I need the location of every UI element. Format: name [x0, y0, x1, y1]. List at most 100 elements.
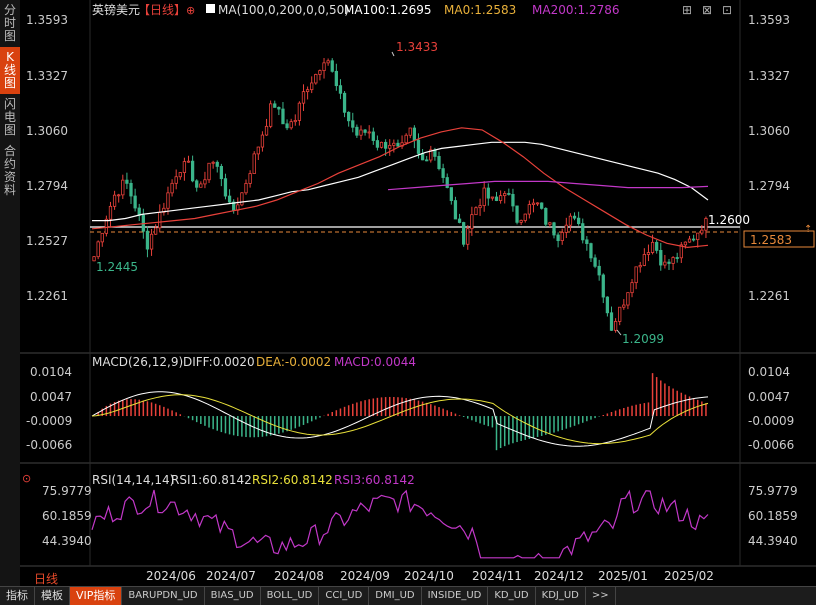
- candle: [363, 128, 367, 136]
- macd-tick: -0.0066: [748, 438, 794, 452]
- color-swatch-icon: [206, 4, 215, 13]
- candle: [667, 258, 671, 270]
- time-tick: 2024/12: [534, 569, 584, 583]
- candle: [215, 160, 219, 173]
- candle: [174, 169, 178, 190]
- price-tick: 1.3593: [26, 13, 68, 27]
- indicator-inside[interactable]: INSIDE_UD: [422, 587, 489, 605]
- price-tick: 1.3060: [26, 124, 68, 138]
- add-icon[interactable]: ⊕: [186, 4, 195, 17]
- rsi-title: RSI(14,14,14): [92, 473, 174, 487]
- candle: [182, 157, 187, 181]
- candlestick-series: [92, 58, 708, 333]
- rsi-tick: 75.9779: [748, 484, 798, 498]
- indicator-boll[interactable]: BOLL_UD: [261, 587, 320, 605]
- candle: [466, 225, 470, 250]
- candle: [125, 172, 129, 189]
- candle: [589, 242, 593, 262]
- tab-flash-chart[interactable]: 闪电图: [0, 94, 20, 141]
- indicator-kd[interactable]: KD_UD: [488, 587, 536, 605]
- candle: [515, 205, 519, 225]
- tab-vip-indicator[interactable]: VIP指标: [70, 587, 123, 605]
- candle: [100, 232, 104, 247]
- indicator-bias[interactable]: BIAS_UD: [205, 587, 261, 605]
- kline-chart[interactable]: 英镑美元 【日线】 ⊕ MA(100,0,200,0,0,50) MA100:1…: [20, 0, 816, 586]
- price-tick: 1.3593: [748, 13, 790, 27]
- candle: [252, 151, 256, 174]
- macd-tick: 0.0104: [30, 365, 72, 379]
- candle: [478, 198, 482, 216]
- tab-label: 分时图: [3, 3, 16, 43]
- candle: [227, 189, 232, 204]
- candle: [679, 242, 683, 263]
- candle: [375, 135, 380, 151]
- tab-time-sharing[interactable]: 分时图: [0, 0, 20, 47]
- candle: [240, 192, 244, 207]
- indicator-kdj[interactable]: KDJ_UD: [536, 587, 586, 605]
- rsi-tick: 60.1859: [42, 509, 92, 523]
- candle: [264, 118, 269, 136]
- indicator-cci[interactable]: CCI_UD: [319, 587, 370, 605]
- candle: [531, 198, 536, 213]
- indicator-dmi[interactable]: DMI_UD: [369, 587, 422, 605]
- low-marker: [616, 329, 622, 336]
- candle: [507, 188, 511, 196]
- candle: [544, 207, 548, 228]
- macd-value: MACD:0.0044: [334, 355, 416, 369]
- candle: [490, 196, 495, 201]
- candle: [367, 125, 371, 139]
- candle: [441, 163, 445, 183]
- candle: [269, 100, 273, 129]
- candle: [207, 162, 211, 183]
- candle: [498, 190, 503, 204]
- candle: [437, 151, 441, 171]
- grid-icon[interactable]: ⊞: [682, 3, 692, 17]
- candle: [310, 76, 314, 94]
- time-tick: 2025/02: [664, 569, 714, 583]
- candle: [622, 299, 626, 310]
- candle: [305, 86, 310, 100]
- candle: [470, 206, 474, 236]
- macd-title: MACD(26,12,9): [92, 355, 183, 369]
- candle: [503, 190, 507, 204]
- candle: [687, 235, 692, 243]
- macd-diff-line: [91, 391, 709, 447]
- rsi-axis: 75.9779 60.1859 44.3940 75.9779 60.1859 …: [42, 484, 798, 548]
- price-tick: 1.2794: [26, 179, 68, 193]
- rsi3-value: RSI3:60.8142: [334, 473, 415, 487]
- more-indicators-button[interactable]: >>: [586, 587, 616, 605]
- candle: [326, 58, 330, 66]
- maximize-icon[interactable]: ⊡: [722, 3, 732, 17]
- candle: [186, 155, 191, 163]
- candle: [453, 196, 458, 220]
- candle: [691, 234, 696, 242]
- candle: [486, 183, 490, 206]
- candle: [347, 111, 351, 127]
- candle: [334, 63, 338, 91]
- period-label[interactable]: 日线: [34, 572, 59, 586]
- tab-indicator[interactable]: 指标: [0, 587, 35, 605]
- rsi-tick: 75.9779: [42, 484, 92, 498]
- candle: [597, 259, 601, 281]
- candle: [203, 171, 207, 189]
- macd-dea-line: [91, 394, 709, 445]
- settings-icon[interactable]: ⊙: [22, 472, 31, 485]
- tab-contract-info[interactable]: 合约资料: [0, 141, 20, 201]
- candle: [605, 296, 610, 317]
- close-icon[interactable]: ⊠: [702, 3, 712, 17]
- candle: [511, 188, 515, 212]
- candle: [104, 215, 109, 237]
- tab-template[interactable]: 模板: [35, 587, 70, 605]
- candle: [108, 201, 113, 227]
- rsi-line: [91, 489, 709, 559]
- macd-tick: -0.0066: [26, 438, 72, 452]
- price-tick: 1.2794: [748, 179, 790, 193]
- candle: [601, 273, 605, 304]
- rsi-tick: 44.3940: [748, 534, 798, 548]
- candle: [129, 179, 133, 204]
- ma100-value: MA100:1.2695: [344, 3, 432, 17]
- candle: [462, 221, 466, 247]
- indicator-barupdn[interactable]: BARUPDN_UD: [122, 587, 205, 605]
